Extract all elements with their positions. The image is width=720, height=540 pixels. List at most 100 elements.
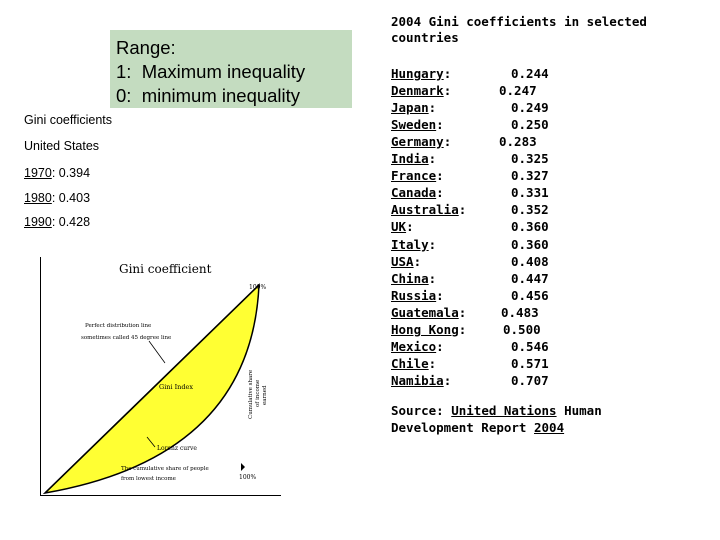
us-entry-1970: 1970: 0.394	[24, 166, 90, 180]
us-entry-year: 1990	[24, 215, 52, 229]
country-name[interactable]: Guatemala	[391, 304, 459, 320]
us-entry-1990: 1990: 0.428	[24, 215, 90, 229]
lorenz-diagram-svg: Gini coefficient 100% Perfect distributi…	[42, 262, 268, 495]
country-colon: :	[436, 168, 444, 184]
country-row: Guatemala: 0.483	[391, 304, 611, 321]
us-panel-heading: Gini coefficients	[24, 113, 113, 127]
country-value: 0.331	[511, 185, 549, 201]
country-value: 0.707	[511, 372, 549, 388]
country-name[interactable]: Namibia	[391, 372, 444, 388]
country-value: 0.247	[499, 83, 537, 99]
country-name[interactable]: Japan	[391, 100, 429, 116]
country-row: Hong Kong: 0.500	[391, 321, 611, 338]
country-name[interactable]: Canada	[391, 185, 437, 201]
range-box: Range: 1: Maximum inequality 0: minimum …	[110, 30, 352, 108]
country-colon: :	[428, 100, 437, 116]
diagram-title: Gini coefficient	[119, 262, 212, 276]
country-colon: :	[428, 355, 437, 371]
area-label: Gini Index	[159, 383, 193, 391]
country-colon: :	[413, 253, 422, 269]
lorenz-pointer	[146, 436, 156, 448]
country-colon: :	[443, 372, 452, 388]
country-value: 0.546	[511, 338, 549, 354]
country-row: Russia: 0.456	[391, 287, 611, 304]
country-name[interactable]: UK	[391, 219, 407, 235]
country-name[interactable]: Italy	[391, 236, 429, 252]
country-value: 0.325	[511, 151, 549, 167]
country-colon: :	[458, 321, 467, 337]
country-row: Sweden: 0.250	[391, 116, 611, 133]
country-name[interactable]: USA	[391, 253, 414, 269]
country-value: 0.244	[511, 66, 549, 81]
us-entry-1980: 1980: 0.403	[24, 191, 90, 205]
country-name[interactable]: Hong Kong	[391, 321, 459, 337]
country-value: 0.571	[511, 355, 549, 371]
country-name[interactable]: Russia	[391, 287, 437, 303]
range-max: 1: Maximum inequality	[116, 61, 306, 82]
lorenz-diagram: Gini coefficient 100% Perfect distributi…	[40, 257, 281, 496]
country-value: 0.483	[501, 304, 539, 320]
country-value: 0.249	[511, 100, 549, 116]
country-value: 0.447	[511, 270, 549, 286]
country-name[interactable]: India	[391, 151, 429, 167]
source-middle: Human Development Report	[391, 403, 602, 435]
top-label: 100%	[249, 284, 266, 291]
axis-label-1: Cumulative share	[248, 370, 254, 419]
us-entry-value: : 0.394	[51, 166, 91, 180]
range-title: Range:	[116, 37, 176, 58]
country-name[interactable]: Sweden	[391, 117, 437, 133]
country-value: 0.360	[511, 219, 549, 235]
country-name[interactable]: Chile	[391, 355, 429, 371]
country-row: China: 0.447	[391, 270, 611, 287]
equality-line-label-1: Perfect distribution line	[85, 323, 151, 329]
us-entry-value: : 0.403	[51, 191, 91, 205]
equality-pointer	[148, 340, 166, 364]
country-value: 0.250	[511, 117, 549, 133]
country-row: UK: 0.360	[391, 218, 611, 235]
country-row: Denmark: 0.247	[391, 82, 611, 99]
country-value: 0.360	[511, 236, 549, 252]
country-row: Japan: 0.249	[391, 99, 611, 116]
axis-label-3: earned	[262, 385, 268, 405]
equality-line	[44, 284, 260, 494]
country-colon: :	[443, 134, 452, 150]
country-colon: :	[436, 117, 444, 133]
country-value: 0.408	[511, 253, 549, 269]
country-value: 0.352	[511, 202, 549, 218]
bottom-label-2: from lowest income	[121, 476, 176, 482]
source-link-un[interactable]: United Nations	[451, 403, 557, 418]
country-colon: :	[458, 202, 467, 218]
country-name[interactable]: France	[391, 168, 437, 184]
country-name[interactable]: Hungary	[391, 66, 444, 81]
country-row: Italy: 0.360	[391, 236, 611, 253]
country-row: Chile: 0.571	[391, 355, 611, 372]
equality-line-label-2: sometimes called 45 degree line	[81, 335, 171, 341]
bottom-label-1: The cumulative share of people	[121, 466, 209, 472]
source-prefix: Source:	[391, 403, 452, 418]
country-name[interactable]: Germany	[391, 134, 444, 150]
country-colon: :	[428, 270, 437, 286]
us-entry-year: 1970	[24, 166, 52, 180]
country-name[interactable]: Mexico	[391, 338, 437, 354]
source-note: Source: United Nations Human Development…	[391, 402, 691, 436]
country-colon: :	[436, 287, 444, 303]
country-row: India: 0.325	[391, 150, 611, 167]
country-name[interactable]: Denmark	[391, 83, 444, 99]
us-entry-year: 1980	[24, 191, 52, 205]
country-row: France: 0.327	[391, 167, 611, 184]
country-row: Canada: 0.331	[391, 184, 611, 201]
country-row: USA: 0.408	[391, 253, 611, 270]
range-min: 0: minimum inequality	[116, 85, 301, 106]
country-name[interactable]: Australia	[391, 202, 459, 218]
country-colon: :	[436, 338, 444, 354]
source-link-year[interactable]: 2004	[534, 420, 565, 435]
country-colon: :	[436, 185, 444, 201]
us-panel-country: United States	[24, 139, 100, 153]
country-row: Namibia: 0.707	[391, 372, 611, 389]
country-colon: :	[428, 151, 437, 167]
country-row: Hungary: 0.244	[391, 65, 611, 82]
country-value: 0.456	[511, 287, 549, 303]
country-name[interactable]: China	[391, 270, 429, 286]
country-value: 0.500	[503, 321, 541, 337]
country-colon: :	[428, 236, 437, 252]
